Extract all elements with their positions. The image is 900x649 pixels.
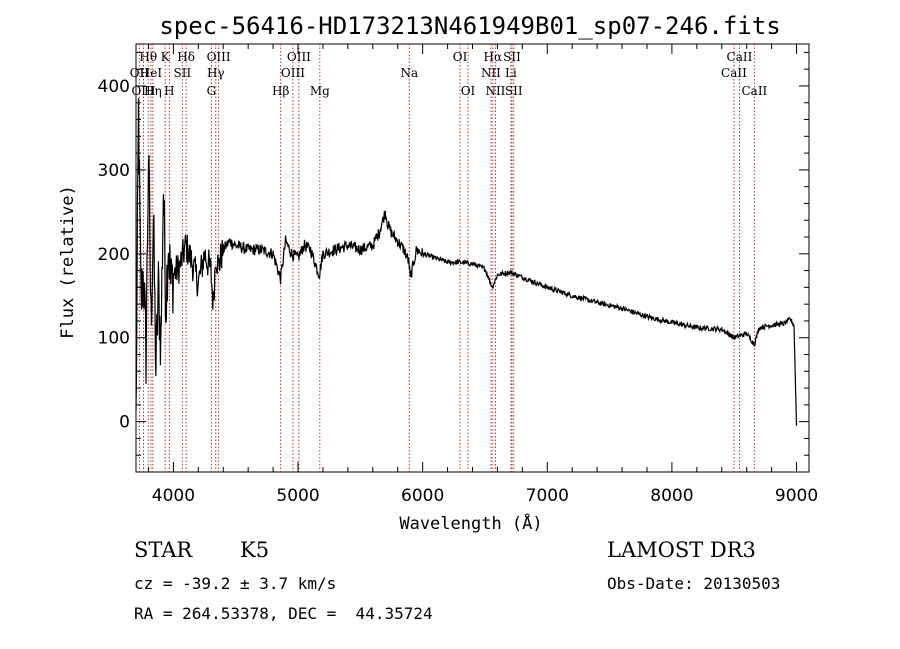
line-marker-label: CaII xyxy=(741,84,767,98)
x-tick-label: 5000 xyxy=(276,486,319,506)
x-tick-label: 9000 xyxy=(775,486,818,506)
line-marker-label: SII xyxy=(174,66,192,80)
spectral-line-markers xyxy=(138,44,755,472)
line-marker-label: OII xyxy=(130,66,150,80)
line-marker-label: OI xyxy=(453,50,468,64)
line-marker-label: OIII xyxy=(207,50,231,64)
observation-date: Obs-Date: 20130503 xyxy=(607,574,781,593)
line-marker-label: Hβ xyxy=(272,84,289,98)
line-marker-label: OIII xyxy=(131,84,155,98)
coordinates: RA = 264.53378, DEC = 44.35724 xyxy=(134,604,433,623)
line-marker-label: NII xyxy=(481,66,501,80)
y-tick-label: 100 xyxy=(98,329,130,349)
line-marker-label: CaII xyxy=(721,66,747,80)
object-subclass: K5 xyxy=(240,538,270,562)
x-axis-label: Wavelength (Å) xyxy=(399,512,542,534)
line-marker-label: NII xyxy=(485,84,505,98)
line-marker-label: K xyxy=(161,50,171,64)
survey-name: LAMOST DR3 xyxy=(607,538,756,562)
line-marker-label: HeI xyxy=(140,66,163,80)
line-marker-label: OIII xyxy=(287,50,311,64)
plot-frame xyxy=(135,43,810,473)
line-marker-label: Hθ xyxy=(139,50,157,64)
line-marker-label: Hα xyxy=(484,50,503,64)
line-marker-label: H xyxy=(164,84,174,98)
y-tick-label: 0 xyxy=(119,413,130,433)
line-marker-label: Na xyxy=(400,66,418,80)
line-marker-label: Hγ xyxy=(207,66,225,80)
y-axis-label: Flux (relative) xyxy=(58,185,78,339)
line-marker-label: OI xyxy=(461,84,476,98)
line-marker-label: CaII xyxy=(727,50,753,64)
x-tick-label: 6000 xyxy=(401,486,444,506)
x-axis-ticks: 4000 5000 6000 7000 8000 9000 xyxy=(147,44,818,506)
line-marker-label: Mg xyxy=(310,84,330,98)
x-tick-label: 7000 xyxy=(526,486,569,506)
line-marker-label: Li xyxy=(505,66,517,80)
line-marker-label: G xyxy=(207,84,217,98)
chart-title: spec-56416-HD173213N461949B01_sp07-246.f… xyxy=(159,12,780,40)
y-tick-label: 200 xyxy=(98,245,130,265)
y-tick-label: 400 xyxy=(98,77,130,97)
line-marker-label: OIII xyxy=(281,66,305,80)
line-marker-label: Hη xyxy=(144,84,162,98)
flux-series-line xyxy=(135,98,798,426)
object-class: STAR xyxy=(134,538,193,562)
y-axis-ticks: 0 100 200 300 400 xyxy=(98,51,809,456)
line-marker-label: SII xyxy=(505,84,523,98)
x-tick-label: 4000 xyxy=(152,486,195,506)
redshift-cz: cz = -39.2 ± 3.7 km/s xyxy=(134,574,337,593)
line-marker-label: SII xyxy=(503,50,521,64)
x-tick-label: 8000 xyxy=(650,486,693,506)
y-tick-label: 300 xyxy=(98,161,130,181)
line-marker-label: Hδ xyxy=(177,50,195,64)
